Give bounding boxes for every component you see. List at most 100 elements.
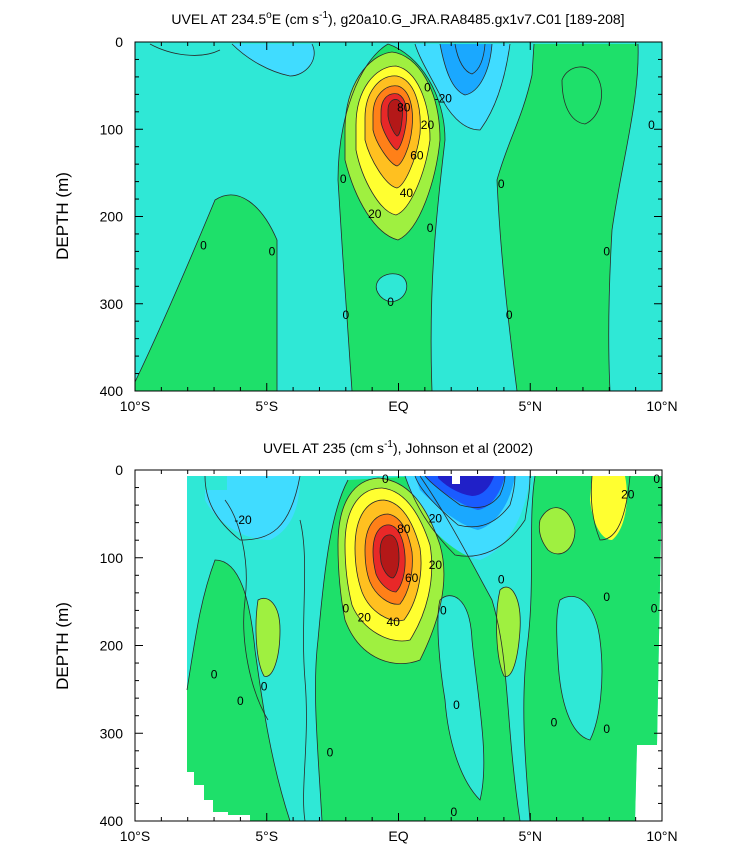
obs-contour-label: 40 — [387, 615, 401, 629]
model-contour-label: -20 — [435, 92, 453, 106]
obs-contour-label: 0 — [261, 680, 268, 694]
obs-contour-label: 0 — [603, 590, 610, 604]
obs-contour-label: 0 — [603, 722, 610, 736]
obs-x-tick-label: 10°N — [646, 828, 677, 844]
obs-top-band — [187, 476, 227, 490]
model-ylabel: DEPTH (m) — [53, 172, 72, 260]
model-title: UVEL AT 234.5oE (cm s-1), g20a10.G_JRA.R… — [171, 10, 624, 27]
model-contour-label-text: 60 — [410, 148, 424, 162]
obs-x-tick-label: 5°S — [255, 828, 278, 844]
obs-contour-label: 0 — [653, 472, 660, 486]
obs-contour-label: 20 — [429, 511, 443, 525]
obs-contour-label-text: 0 — [551, 716, 558, 730]
obs-contour-label-text: 60 — [405, 571, 419, 585]
model-title-part: -1 — [319, 10, 328, 21]
model-contour-label: 20 — [368, 207, 382, 221]
model-fill-blue-right — [440, 44, 492, 95]
model-contour-field — [135, 42, 662, 391]
obs-fill-lime-right — [539, 507, 575, 554]
obs-contour-label-text: 0 — [603, 722, 610, 736]
obs-contour-label: 20 — [358, 610, 372, 624]
obs-contour-label: 0 — [382, 472, 389, 486]
obs-fill-lime-left — [256, 598, 280, 677]
obs-contour-label: -20 — [234, 513, 252, 527]
obs-contour-label-text: 0 — [603, 590, 610, 604]
obs-contour-label-text: 20 — [429, 511, 443, 525]
model-contour-label: 0 — [603, 244, 610, 258]
obs-x-tick-label: 5°N — [519, 828, 543, 844]
obs-contour-label-text: 20 — [358, 610, 372, 624]
obs-contour-label-text: 0 — [453, 698, 460, 712]
model-contour-label-text: 0 — [427, 221, 434, 235]
obs-fill-yellow-right — [590, 476, 627, 540]
model-x-tick-label: 10°N — [646, 398, 677, 414]
obs-contour-label: 0 — [551, 716, 558, 730]
model-contour-lines — [135, 43, 639, 391]
obs-ylabel: DEPTH (m) — [53, 602, 72, 690]
model-fill-darkred — [388, 99, 403, 136]
obs-y-tick-label: 0 — [115, 462, 123, 478]
obs-fill-sky-top — [205, 476, 300, 540]
model-contour-label-text: 0 — [506, 308, 513, 322]
obs-contour-lines — [186, 475, 631, 821]
obs-contour-label-text: 0 — [261, 680, 268, 694]
model-contour-label: 0 — [424, 80, 431, 94]
model-contour-label-text: 0 — [603, 244, 610, 258]
model-contour-label-text: 20 — [368, 207, 382, 221]
model-y-tick-label: 200 — [100, 209, 124, 225]
obs-contour-label-text: 80 — [397, 522, 411, 536]
model-x-tick-label: EQ — [388, 398, 408, 414]
model-fill-green-left — [135, 194, 277, 391]
obs-title-part: ), Johnson et al (2002) — [393, 440, 533, 456]
model-contour-label-text: 80 — [397, 100, 411, 114]
model-contour-label: 0 — [498, 177, 505, 191]
obs-contour-labels: 0 0 20 -20 20 80 20 0 60 0 0 0 0 20 40 0 0 0 0 0 0 0 0 — [211, 472, 661, 819]
obs-y-tick-label: 400 — [100, 813, 124, 829]
obs-title-part: -1 — [384, 439, 393, 450]
obs-contour-label: 20 — [621, 488, 635, 502]
obs-x-tick-label: 10°S — [120, 828, 151, 844]
obs-contour-field — [135, 470, 662, 821]
model-contour-label-text: 0 — [269, 244, 276, 258]
model-contour-label-text: 20 — [421, 118, 435, 132]
obs-contour-label: 0 — [237, 694, 244, 708]
obs-x-tick-label: EQ — [388, 828, 408, 844]
obs-contour-label-text: 0 — [382, 472, 389, 486]
obs-fill-green-left — [187, 560, 290, 821]
model-y-tick-label: 100 — [100, 121, 124, 137]
model-contour-label: 0 — [648, 118, 655, 132]
obs-y-tick-label: 300 — [100, 725, 124, 741]
obs-title-part: UVEL AT 235 (cm s — [263, 440, 384, 456]
obs-contour-label: 20 — [429, 558, 443, 572]
obs-contour-label-text: 0 — [498, 573, 505, 587]
model-contour-label: 60 — [410, 148, 424, 162]
model-contour-label-text: 40 — [400, 186, 414, 200]
model-contour-label-text: 0 — [424, 80, 431, 94]
obs-contour-label-text: 40 — [387, 615, 401, 629]
model-fill-cyan-patch — [376, 273, 407, 302]
model-x-tick-label: 10°S — [120, 398, 151, 414]
obs-gap — [452, 476, 460, 484]
model-x-tick-label: 5°N — [519, 398, 543, 414]
model-contour-label: 40 — [400, 186, 414, 200]
obs-contour-label: 0 — [651, 602, 658, 616]
model-contour-label-text: 0 — [342, 308, 349, 322]
obs-fill-cyan-right — [556, 596, 602, 740]
model-y-tick-label: 300 — [100, 296, 124, 312]
obs-contour-label-text: 0 — [653, 472, 660, 486]
model-title-part: E (cm s — [272, 11, 319, 27]
model-contour-label-text: 0 — [498, 177, 505, 191]
obs-contour-label-text: 0 — [342, 602, 349, 616]
obs-contour-label-text: 0 — [237, 694, 244, 708]
model-fill-lime-bump — [562, 66, 602, 124]
model-contour-label-text: 0 — [387, 295, 394, 309]
model-contour-labels: 0 -20 80 20 0 60 0 0 40 20 0 0 0 0 0 0 0 — [200, 80, 655, 322]
model-contour-label: 0 — [340, 172, 347, 186]
model-y-tick-label: 400 — [100, 383, 124, 399]
obs-contour-label: 0 — [450, 805, 457, 819]
